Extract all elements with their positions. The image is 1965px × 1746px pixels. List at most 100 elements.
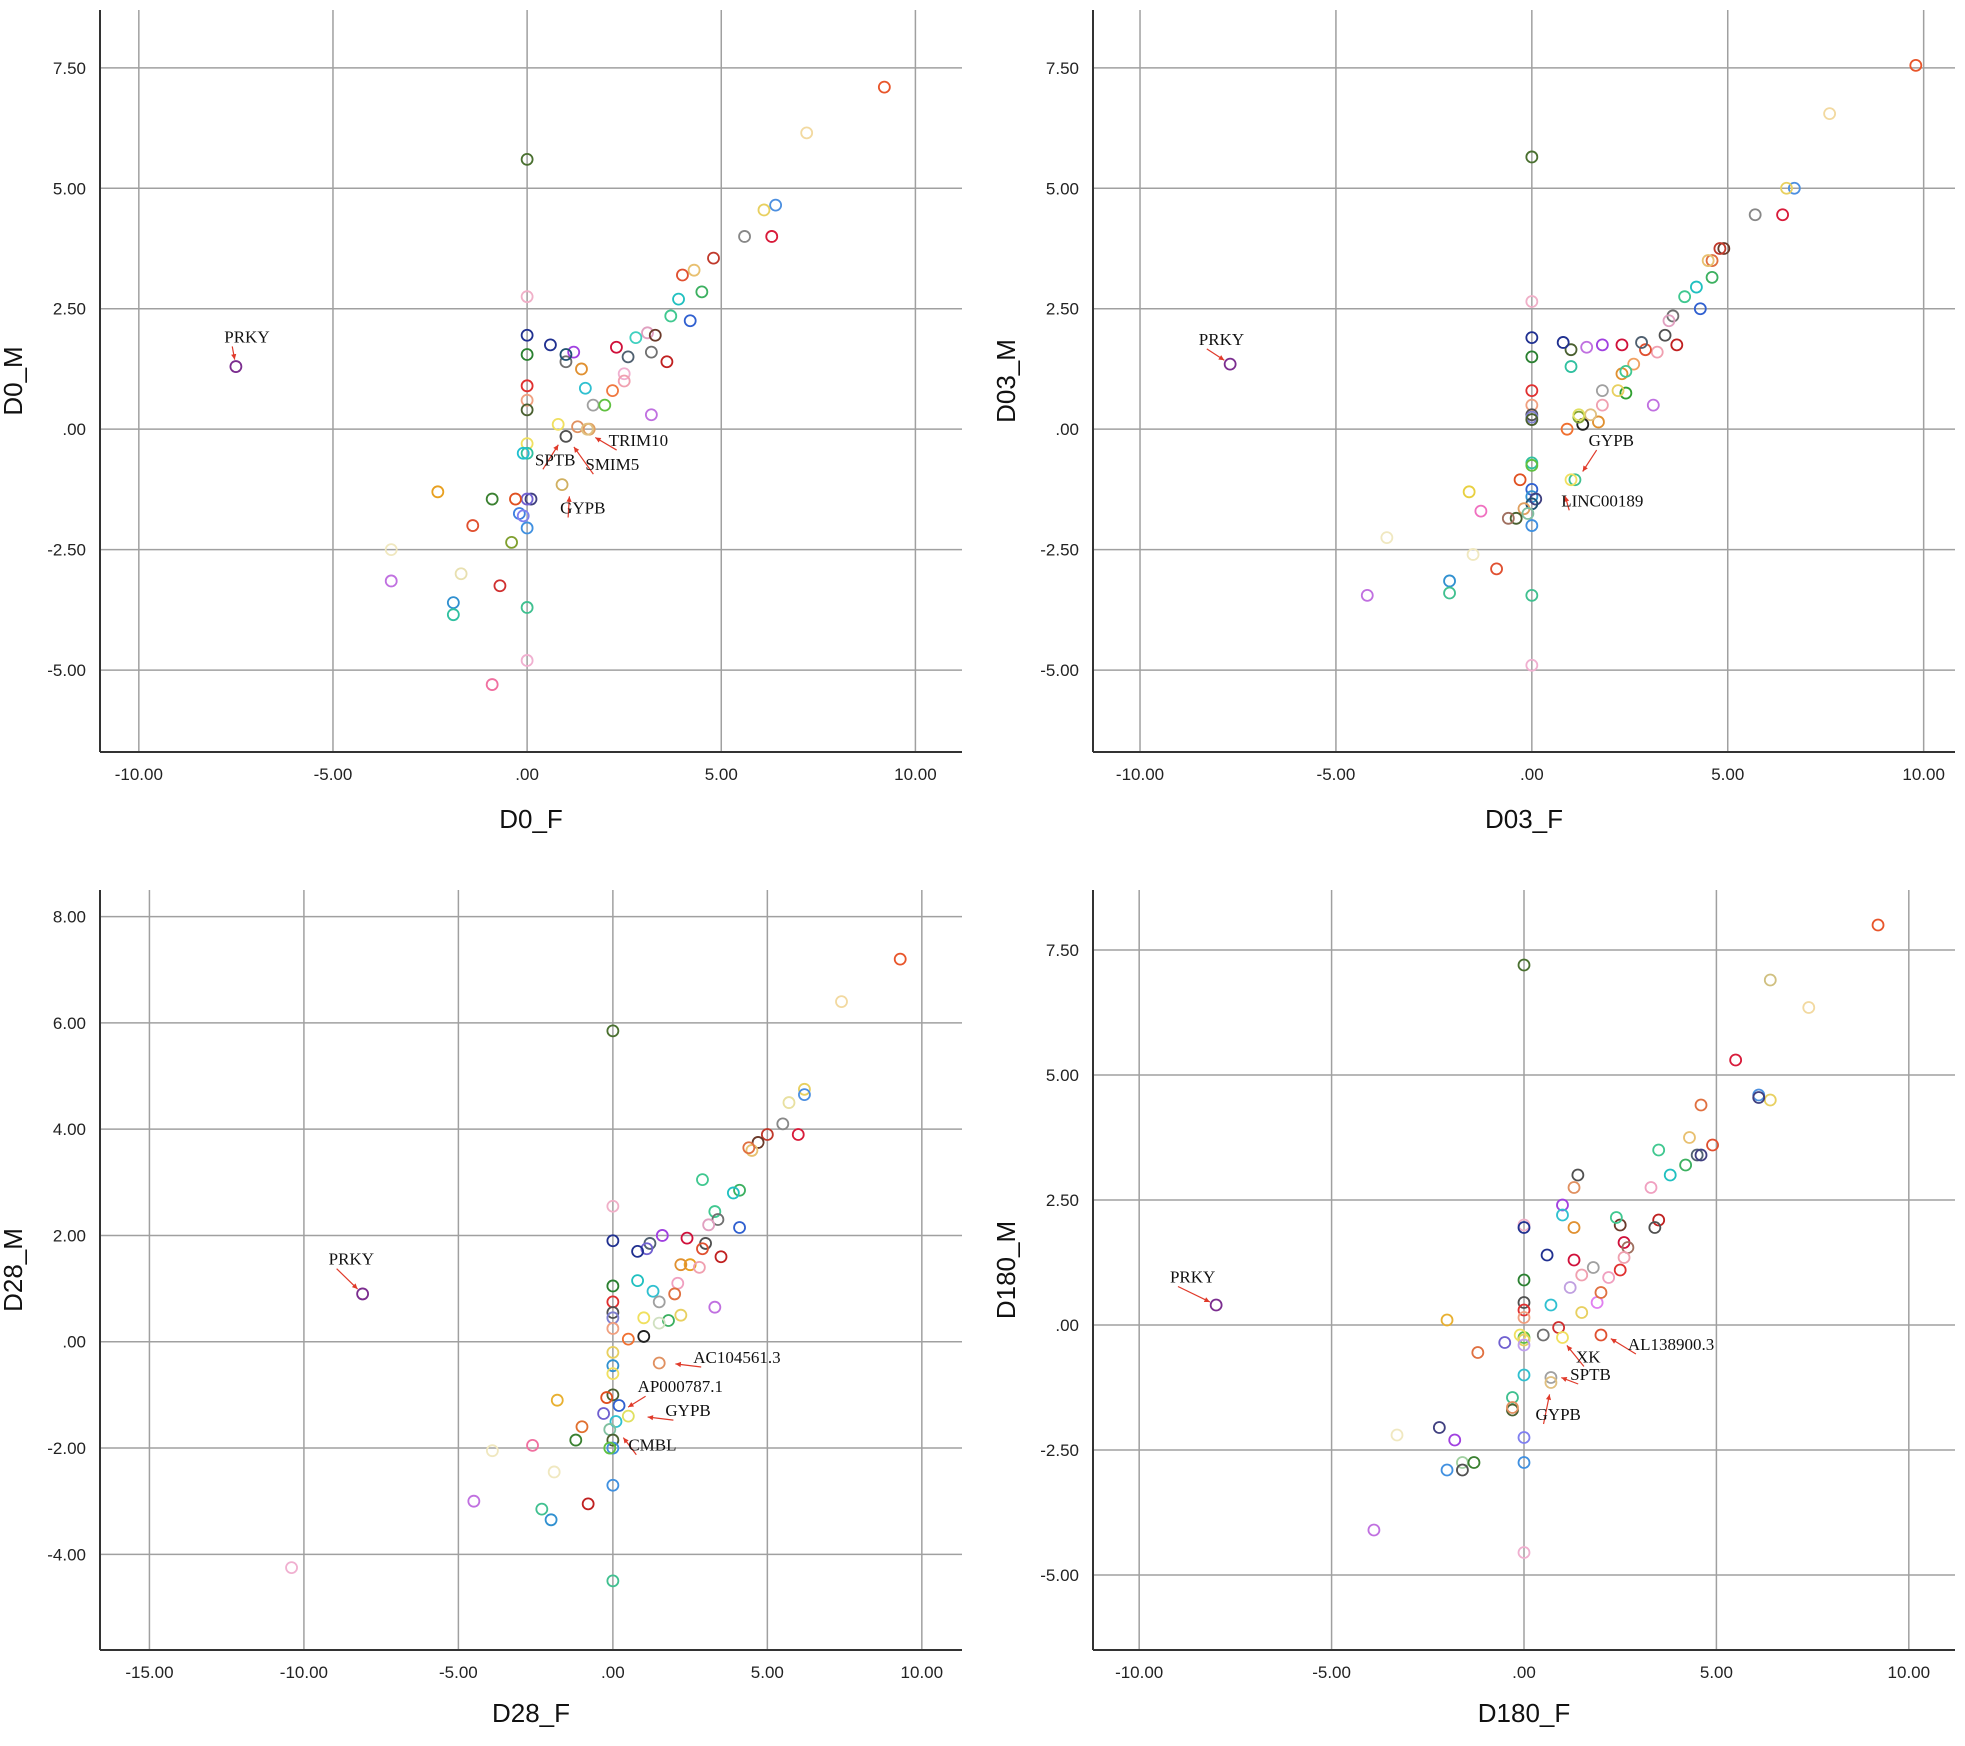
scatter-point [672,292,685,306]
scatter-point [648,328,662,342]
annotation-arrowhead [573,446,580,453]
annotation-label: SPTB [1570,1365,1611,1384]
scatter-point [606,1199,620,1213]
scatter-point [356,1287,370,1301]
scatter-point [1567,1181,1581,1194]
scatter-point [683,314,697,328]
scatter-point [1580,340,1594,354]
scatter-point [1209,1298,1223,1312]
annotation-label: PRKY [329,1250,374,1269]
y-tick-label: 5.00 [1046,179,1079,198]
scatter-point [1823,107,1837,120]
scatter-point [1780,181,1793,195]
x-tick-label: 5.00 [1700,1663,1733,1682]
scatter-point [1517,1273,1531,1287]
scatter-point [524,492,538,506]
x-tick-label: 10.00 [894,765,937,784]
scatter-point [229,360,243,373]
scatter-point [466,519,480,532]
scatter-point [1517,1221,1531,1234]
scatter-point [760,1128,774,1141]
y-tick-label: -2.50 [47,541,86,560]
scatter-point [1448,1433,1462,1447]
scatter-point [726,1186,740,1200]
scatter-point [1517,1296,1531,1309]
annotation-label: PRKY [1170,1268,1215,1287]
scatter-point [606,384,619,398]
scatter-point [520,403,534,417]
scatter-point [1564,473,1578,487]
scatter-point [384,574,398,588]
y-axis-title: D03_M [991,339,1021,423]
chart-panel-2: -15.00 -10.00 -5.00 .00 5.00 10.00 -4.00 -2.00.… [0,890,962,1728]
x-axis-title: D180_F [1478,1698,1571,1728]
scatter-point [1525,331,1539,345]
scatter-point [567,345,581,359]
scatter-point [668,1287,682,1301]
y-tick-label: -5.00 [1040,661,1079,680]
scatter-point [696,1173,709,1187]
scatter-point [569,1433,583,1447]
scatter-point [520,328,534,342]
annotation-arrowhead [595,437,602,443]
x-tick-label: 10.00 [1888,1663,1931,1682]
scatter-point [1586,1261,1600,1274]
scatter-point [520,152,534,166]
scatter-point [835,995,848,1009]
y-axis-title: D28_M [0,1228,28,1312]
annotation-arrowhead [1566,1345,1573,1352]
scatter-point [598,398,612,412]
y-tick-label: 7.50 [53,59,86,78]
scatter-point [1517,1338,1531,1352]
scatter-point [1613,1263,1627,1277]
scatter-point [1525,384,1539,398]
scatter-point [1443,574,1456,588]
chart-panel-0: -10.00 -5.00 .00 5.00 10.00 -5.00 -2.50 .00 2.50… [0,10,962,834]
scatter-point [631,1244,644,1258]
annotation-label: PRKY [1199,330,1244,349]
scatter-point [485,492,499,506]
scatter-point [1560,422,1574,436]
scatter-point [1683,1131,1696,1144]
scatter-point [621,1409,635,1423]
scatter-point [606,1345,620,1359]
annotation-label: SPTB [535,450,576,469]
scatter-point [535,1502,549,1516]
y-tick-label: 4.00 [53,1120,86,1139]
scatter-point [1662,314,1676,328]
scatter-point [520,654,534,667]
scatter-point [520,521,534,535]
scatter-point [798,1088,811,1102]
scatter-point [1594,1328,1608,1342]
scatter-point [1443,586,1456,600]
chart-panel-1: -10.00 -5.00 .00 5.00 10.00 -5.00 -2.50 .00 2.50… [991,10,1955,834]
y-tick-label: -2.00 [47,1439,86,1458]
annotation-label: GYPB [1589,431,1634,450]
scatter-point [1536,1328,1550,1342]
scatter-point [1617,1251,1631,1264]
scatter-point [782,1096,796,1109]
scatter-point [674,1258,688,1272]
scatter-point [520,446,534,460]
x-tick-label: 10.00 [901,1663,944,1682]
annotation-arrowhead [647,1415,654,1421]
scatter-point [1498,1336,1512,1349]
scatter-point [446,608,460,622]
scatter-point [637,1330,651,1343]
scatter-point [676,268,689,282]
scatter-point [1652,1143,1666,1157]
scatter-point [733,1221,746,1234]
scatter-point [559,430,573,443]
x-axis-title: D03_F [1485,804,1563,834]
scatter-point [1717,242,1731,255]
x-tick-label: -10.00 [1116,765,1164,784]
scatter-point [1713,242,1727,255]
scatter-point [1556,336,1570,349]
scatter-point [516,509,530,523]
scatter-point [1517,1431,1531,1444]
scatter-point [526,1438,539,1452]
scatter-point [1456,1463,1469,1477]
scatter-point [671,1276,685,1290]
x-tick-label: -10.00 [115,765,163,784]
